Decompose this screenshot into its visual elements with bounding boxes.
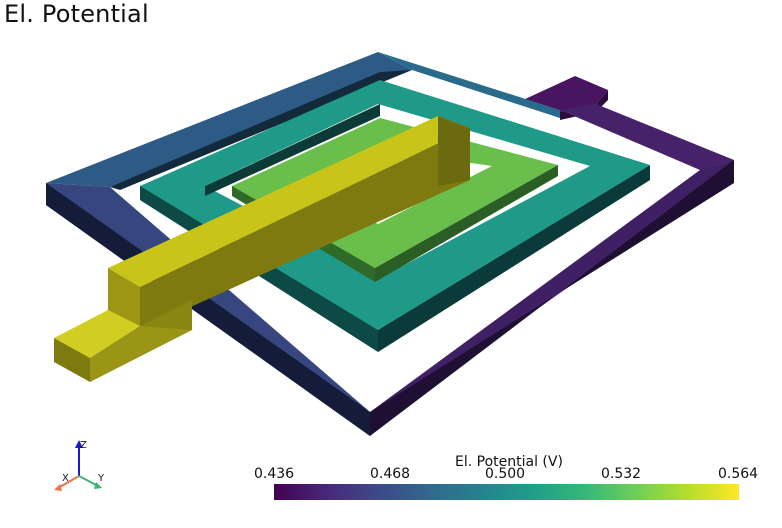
colorbar-tick-0: 0.436 bbox=[254, 466, 295, 482]
plot-title: El. Potential bbox=[4, 0, 149, 28]
orientation-axes: Z X Y bbox=[54, 440, 105, 491]
outer-coil bbox=[46, 52, 734, 436]
z-axis-arrow bbox=[75, 440, 83, 448]
z-axis-label: Z bbox=[80, 440, 87, 451]
bridge-conductor bbox=[54, 116, 470, 382]
y-axis-label: Y bbox=[97, 473, 105, 484]
colorbar-tick-2: 0.500 bbox=[485, 466, 526, 482]
x-axis-arrow bbox=[54, 484, 62, 491]
colorbar-tick-3: 0.532 bbox=[601, 466, 642, 482]
y-axis bbox=[78, 475, 99, 487]
colorbar-gradient bbox=[274, 484, 739, 500]
x-axis-label: X bbox=[62, 473, 69, 484]
colorbar-title: El. Potential (V) bbox=[455, 454, 563, 470]
x-axis bbox=[57, 475, 80, 489]
colorbar-tick-4: 0.564 bbox=[718, 466, 759, 482]
y-axis-arrow bbox=[94, 482, 102, 489]
colorbar-tick-1: 0.468 bbox=[370, 466, 411, 482]
